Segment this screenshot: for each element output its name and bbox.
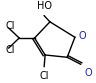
Text: HO: HO bbox=[37, 1, 52, 11]
Text: Cl: Cl bbox=[39, 71, 49, 81]
Text: O: O bbox=[79, 31, 86, 41]
Text: Cl: Cl bbox=[6, 45, 15, 55]
Text: Cl: Cl bbox=[6, 21, 15, 31]
Text: O: O bbox=[84, 68, 92, 78]
